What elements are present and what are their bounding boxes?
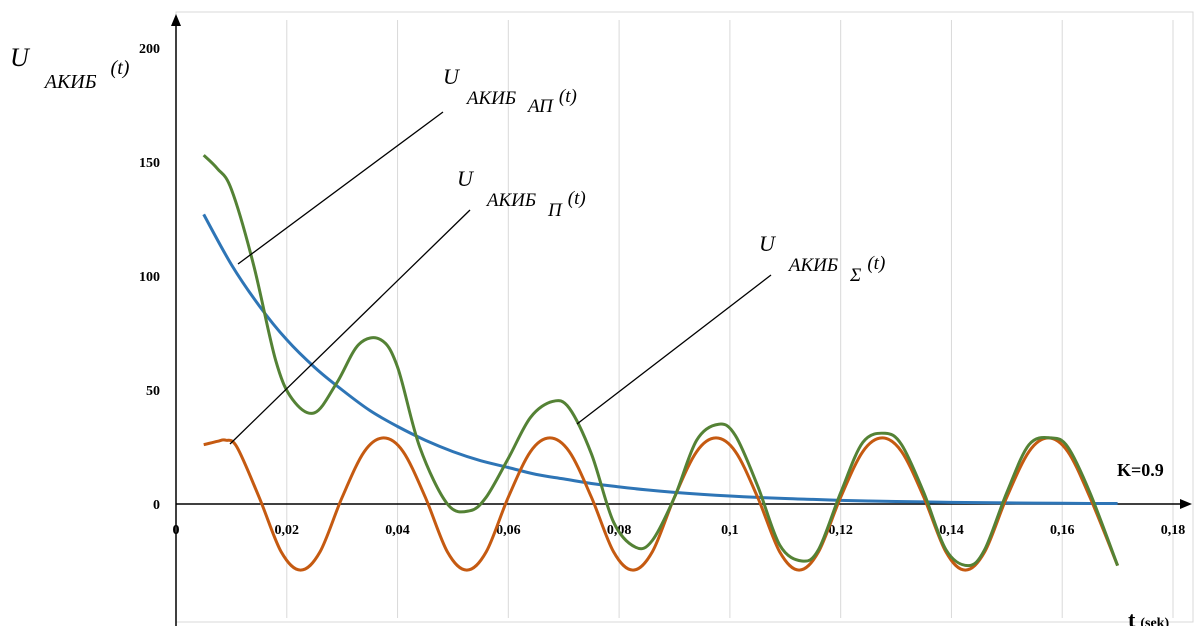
leader-line-3 bbox=[576, 274, 772, 425]
y-tick-label: 50 bbox=[146, 384, 160, 399]
x-tick-label: 0,02 bbox=[275, 523, 300, 538]
y-tick-label: 0 bbox=[153, 498, 160, 513]
x-tick-label: 0,04 bbox=[385, 523, 410, 538]
annotation-series-2: U АКИБ П (t) bbox=[457, 166, 586, 221]
annotation-leader-lines bbox=[229, 111, 772, 445]
annotation-series-1: U АКИБ АП (t) bbox=[443, 64, 577, 117]
y-tick-label: 150 bbox=[139, 156, 160, 171]
leader-line-1 bbox=[237, 111, 444, 265]
y-tick-label: 200 bbox=[139, 42, 160, 57]
x-tick-label: 0,12 bbox=[828, 523, 853, 538]
x-axis-label: t (sek) bbox=[1128, 607, 1169, 626]
series-lines bbox=[202, 154, 1120, 572]
y-tick-labels: 0 50 100 150 200 bbox=[139, 42, 160, 513]
x-tick-label: 0,06 bbox=[496, 523, 521, 538]
series-line-1 bbox=[202, 213, 1118, 506]
series-line-2 bbox=[203, 436, 1119, 572]
x-axis-arrow bbox=[1180, 499, 1192, 509]
k-label: K=0.9 bbox=[1117, 460, 1164, 480]
axes bbox=[171, 14, 1192, 626]
x-tick-label: 0,18 bbox=[1161, 523, 1186, 538]
annotation-series-3: U АКИБ Σ (t) bbox=[759, 231, 885, 286]
x-tick-label: 0 bbox=[173, 523, 180, 538]
leader-line-2 bbox=[229, 209, 471, 445]
x-tick-label: 0,14 bbox=[939, 523, 964, 538]
y-axis-label: U АКИБ (t) bbox=[10, 43, 130, 93]
x-tick-labels: 0 0,02 0,04 0,06 0,08 0,1 0,12 0,14 0,16 0,18 bbox=[173, 523, 1186, 538]
gridlines bbox=[286, 20, 1174, 618]
x-tick-label: 0,16 bbox=[1050, 523, 1075, 538]
y-axis-arrow bbox=[171, 14, 181, 26]
y-tick-label: 100 bbox=[139, 270, 160, 285]
x-tick-label: 0,1 bbox=[721, 523, 739, 538]
series-line-3 bbox=[202, 154, 1120, 568]
